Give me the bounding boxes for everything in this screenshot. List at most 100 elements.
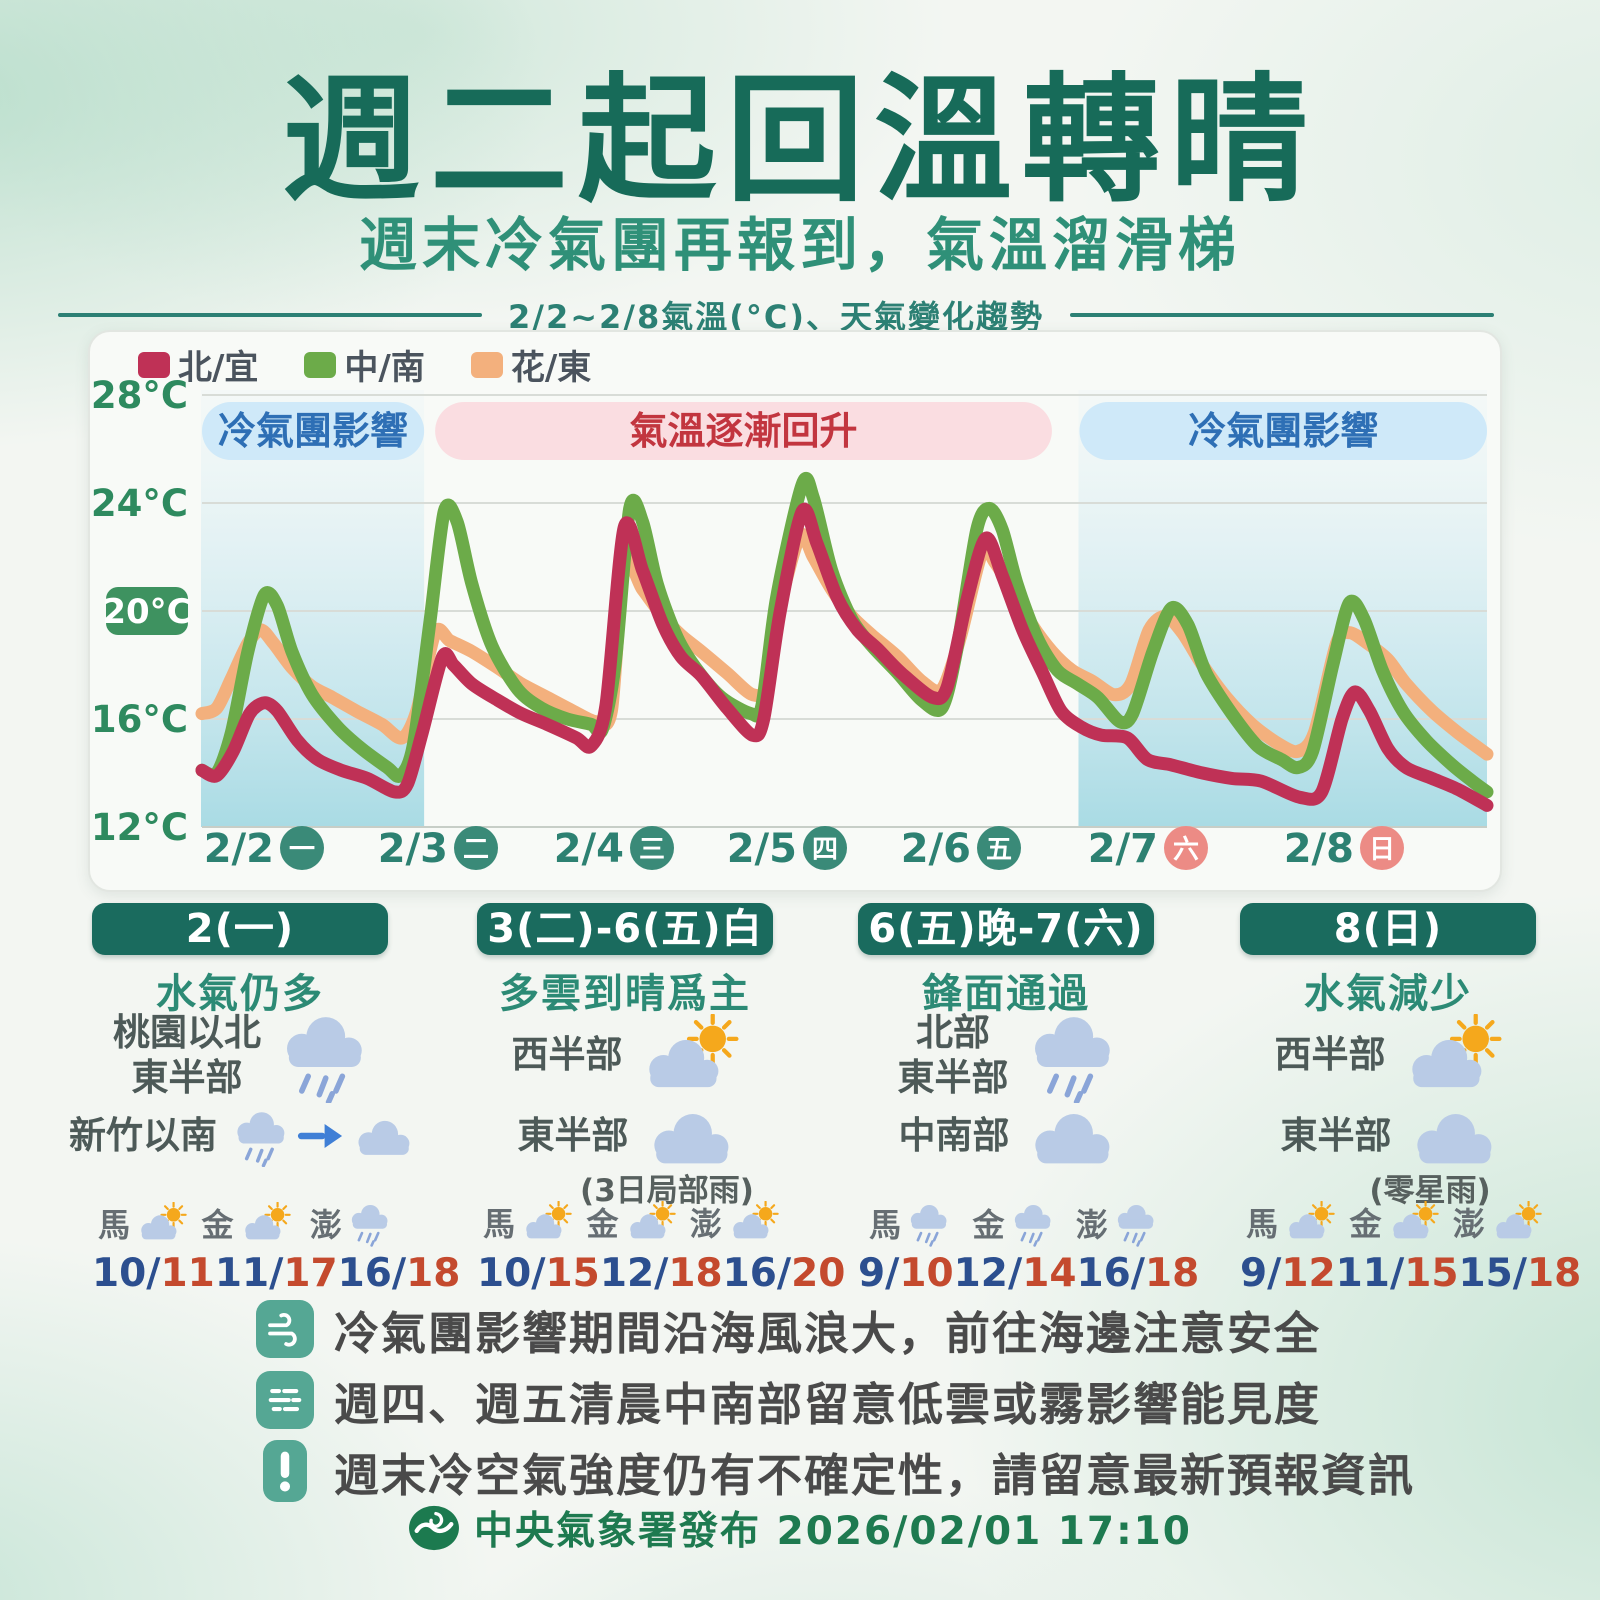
alert-icon	[263, 1440, 307, 1502]
series-花/東	[195, 527, 1494, 761]
ytick-label: 28°C	[91, 374, 188, 417]
wind-glyph-icon	[268, 1313, 297, 1347]
weather-icons	[1024, 1104, 1118, 1168]
footer: 中央氣象署發布 2026/02/01 17:10	[0, 1500, 1600, 1556]
rain-icon	[237, 1112, 285, 1167]
island-name: 澎	[1452, 1205, 1485, 1243]
band-label: 氣溫逐漸回升	[630, 409, 858, 453]
island-temp: 15/18	[1458, 1251, 1582, 1296]
series-北/宜	[195, 502, 1494, 812]
temp-low: 12	[599, 1251, 655, 1296]
island-temp: 12/14	[953, 1251, 1077, 1296]
warm-band-pill	[435, 402, 1052, 460]
ytick-label: 20°C	[102, 592, 191, 632]
island-name: 馬	[1246, 1205, 1279, 1243]
rain-icon	[287, 1017, 362, 1103]
rain-icon	[911, 1204, 947, 1247]
cloud-sun-icon	[648, 1014, 739, 1088]
forecast-row: 東半部	[1240, 1103, 1540, 1169]
island-forecast: 澎	[299, 1199, 402, 1247]
cold-band-pill	[1079, 402, 1487, 460]
issue-info: 中央氣象署發布 2026/02/01 17:10	[474, 1500, 1192, 1556]
weekday-badge	[280, 826, 324, 870]
temp-low: 10	[477, 1251, 532, 1296]
temp-low: 16	[722, 1251, 777, 1296]
island-temp: 11/15	[1335, 1251, 1459, 1296]
forecast-summary: 水氣減少	[1304, 971, 1472, 1017]
forecast-summary: 多雲到晴爲主	[499, 971, 751, 1017]
band-label: 冷氣團影響	[218, 409, 408, 453]
temp-high: 18	[1145, 1251, 1200, 1296]
weekday-char: 三	[639, 835, 665, 865]
weekday-char: 五	[986, 835, 1012, 865]
forecast-column-2: 3(二)-6(五)白 多雲到晴爲主 西半部 東半部 (3日局部雨) 馬 金 澎 …	[477, 903, 845, 1298]
forecast-row: 桃園以北 東半部	[92, 1007, 392, 1103]
rain-icon	[1014, 1204, 1050, 1247]
forecast-row: 西半部	[1240, 1007, 1540, 1103]
island-forecast: 澎	[1447, 1199, 1550, 1245]
xtick-date: 2/4	[554, 826, 624, 872]
temp-low: 9	[858, 1251, 886, 1296]
island-forecast: 澎	[1065, 1199, 1168, 1247]
islands-row: 馬 金 澎	[1240, 1199, 1550, 1245]
region-label: 北部 東半部	[897, 1010, 1009, 1099]
weather-icons	[1400, 1014, 1506, 1096]
trend-line-chart: 冷氣團影響 氣溫逐漸回升 冷氣團影響 28°C 24°C 20°C 16°C 12°C 2…	[91, 374, 1494, 872]
note-text: 週四、週五清晨中南部留意低雲或霧影響能見度	[334, 1377, 1322, 1431]
cloud-sun-icon	[526, 1201, 572, 1239]
cloud-icon	[653, 1114, 728, 1164]
island-forecast: 馬	[1240, 1199, 1343, 1245]
forecast-summary: 鋒面通過	[922, 971, 1090, 1017]
cloud-sun-icon	[1496, 1201, 1542, 1239]
ytick-highlight-badge	[106, 587, 188, 635]
weather-icons	[275, 1007, 371, 1103]
islands-row: 馬 金 澎	[477, 1199, 787, 1245]
temp-high: 18	[668, 1251, 723, 1296]
issuing-agency: 中央氣象署發布	[474, 1509, 762, 1554]
cwa-logo-icon	[409, 1505, 460, 1551]
band-label: 冷氣團影響	[1188, 409, 1378, 453]
legend-item: 北/宜	[138, 340, 258, 389]
temp-high: 18	[1527, 1251, 1582, 1296]
temp-low: 11	[1335, 1251, 1390, 1296]
xtick-date: 2/6	[901, 826, 971, 872]
cloud-sun-icon	[1411, 1014, 1502, 1088]
region-label: 中南部	[898, 1114, 1010, 1158]
temp-low: 16	[337, 1251, 392, 1296]
island-temp: 9/12	[1240, 1251, 1336, 1296]
island-name: 澎	[689, 1205, 722, 1243]
region-label: 新竹以南	[69, 1114, 217, 1158]
cloud-icon	[1416, 1114, 1491, 1164]
rain-icon	[1117, 1204, 1154, 1247]
island-forecast: 馬	[858, 1199, 961, 1247]
fog-icon	[256, 1371, 314, 1429]
xtick-date: 2/7	[1088, 826, 1158, 872]
island-name: 澎	[1075, 1206, 1108, 1244]
temp-low: 9	[1240, 1251, 1268, 1296]
temp-low: 16	[1076, 1251, 1131, 1296]
island-name: 金	[201, 1206, 234, 1244]
island-name: 金	[972, 1206, 1005, 1244]
cloud-sun-icon	[244, 1202, 291, 1240]
alert-glyph-icon	[279, 1451, 291, 1492]
island-temp: 12/18	[599, 1251, 723, 1296]
island-name: 澎	[309, 1206, 342, 1244]
island-name: 馬	[98, 1206, 131, 1244]
island-temp: 16/18	[1076, 1251, 1200, 1296]
advisory-note: 週末冷空氣強度仍有不確定性，請留意最新預報資訊	[256, 1440, 1416, 1502]
cloud-sun-icon	[1289, 1201, 1335, 1239]
temp-high: 20	[791, 1251, 846, 1296]
xtick-date: 2/3	[378, 826, 448, 872]
weekday-badge	[454, 826, 498, 870]
island-forecast: 馬	[92, 1199, 195, 1247]
legend-label: 花/東	[510, 348, 592, 388]
weekday-char: 六	[1173, 835, 1199, 865]
island-forecast: 馬	[477, 1199, 580, 1245]
weekday-badge	[630, 826, 674, 870]
advisory-note: 冷氣團影響期間沿海風浪大，前往海邊注意安全	[256, 1298, 1416, 1360]
advisory-note: 週四、週五清晨中南部留意低雲或霧影響能見度	[256, 1369, 1416, 1431]
advisory-notes: 冷氣團影響期間沿海風浪大，前往海邊注意安全 週四、週五清晨中南部留意低雲或霧影響…	[256, 1298, 1416, 1511]
forecast-period: 6(五)晚-7(六)	[858, 903, 1154, 955]
region-label: 桃園以北 東半部	[113, 1010, 261, 1099]
legend-swatch-icon	[470, 351, 503, 378]
